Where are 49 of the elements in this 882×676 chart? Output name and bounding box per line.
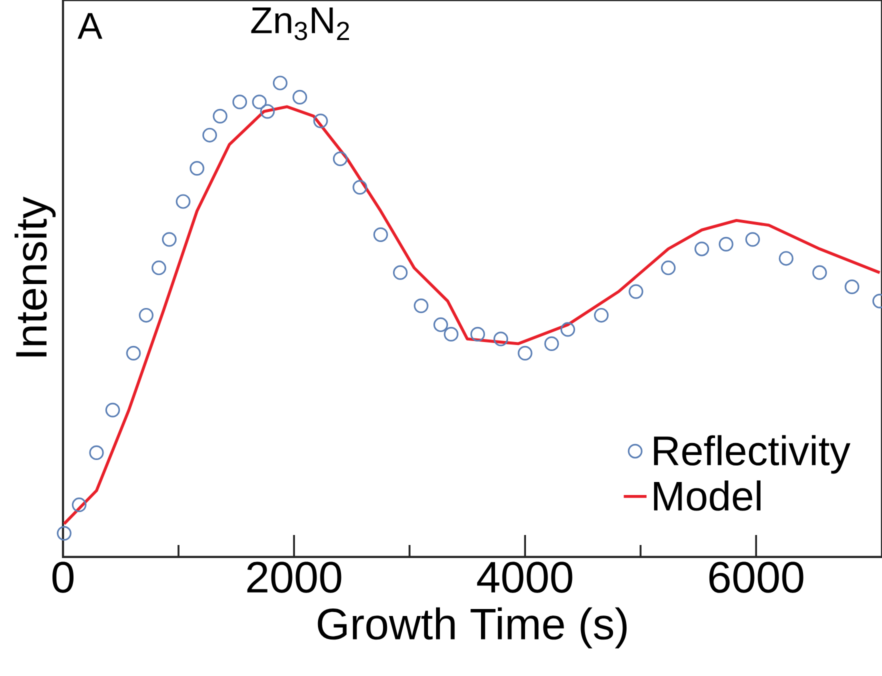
point bbox=[56, 526, 72, 541]
x-axis-title: Growth Time (s) bbox=[318, 607, 627, 648]
point bbox=[176, 194, 190, 209]
point bbox=[470, 326, 486, 342]
point bbox=[352, 180, 368, 195]
point bbox=[661, 260, 676, 276]
point bbox=[332, 152, 348, 166]
point bbox=[745, 232, 760, 247]
point bbox=[212, 108, 228, 124]
text: A bbox=[78, 13, 102, 39]
point bbox=[126, 346, 141, 360]
point bbox=[260, 104, 275, 119]
point bbox=[292, 90, 308, 105]
point bbox=[105, 402, 120, 418]
point bbox=[518, 346, 532, 360]
point bbox=[560, 322, 576, 337]
point bbox=[494, 332, 508, 346]
point bbox=[844, 280, 860, 294]
point bbox=[393, 265, 408, 280]
point bbox=[89, 445, 104, 460]
point bbox=[433, 317, 448, 332]
point bbox=[414, 298, 428, 314]
y-axis-title: Intensity bbox=[14, 196, 56, 356]
point bbox=[373, 227, 388, 242]
point bbox=[628, 284, 644, 299]
x-tick-label: 0 bbox=[52, 562, 74, 593]
text: Zn$_{3}$N$_{2}$ bbox=[251, 8, 349, 40]
point bbox=[272, 76, 288, 90]
x-tick-label: 2000 bbox=[247, 562, 342, 593]
legend-label: Model bbox=[654, 480, 760, 511]
point bbox=[190, 161, 204, 176]
point bbox=[444, 326, 458, 342]
point bbox=[812, 265, 827, 280]
point bbox=[252, 94, 267, 110]
x-tick-label: 4000 bbox=[477, 562, 572, 593]
point bbox=[594, 308, 609, 323]
point bbox=[162, 232, 177, 247]
point bbox=[138, 308, 154, 323]
point bbox=[232, 94, 248, 110]
point bbox=[778, 251, 794, 266]
x-tick-label: 6000 bbox=[709, 562, 804, 593]
point bbox=[694, 242, 710, 256]
point bbox=[718, 236, 734, 252]
point bbox=[152, 260, 166, 276]
point bbox=[544, 336, 559, 352]
point bbox=[313, 114, 328, 128]
legend-label: Reflectivity bbox=[654, 435, 850, 474]
point bbox=[72, 498, 86, 512]
point bbox=[202, 128, 218, 142]
